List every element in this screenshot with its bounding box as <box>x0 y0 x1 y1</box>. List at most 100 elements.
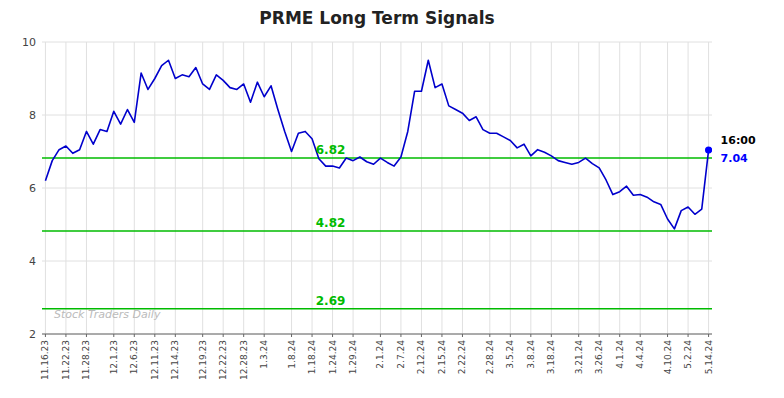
x-tick-label: 1.24.24 <box>328 340 338 375</box>
x-tick-label: 12.11.23 <box>150 340 160 380</box>
x-tick <box>291 334 292 337</box>
x-tick-label: 11.28.23 <box>81 340 91 380</box>
y-tick-label: 10 <box>22 36 36 49</box>
y-tick-label: 2 <box>29 328 36 341</box>
x-tick <box>619 334 620 337</box>
y-grid-line <box>42 115 712 116</box>
y-tick-label: 6 <box>29 182 36 195</box>
reference-label: 4.82 <box>316 216 346 230</box>
x-grid-line <box>667 42 668 334</box>
x-tick <box>599 334 600 337</box>
x-tick <box>530 334 531 337</box>
x-tick <box>708 334 709 337</box>
x-grid-line <box>510 42 511 334</box>
x-tick-label: 3.26.24 <box>594 340 604 375</box>
x-tick-label: 12.6.23 <box>129 340 139 374</box>
x-tick-label: 2.12.24 <box>416 340 426 375</box>
x-tick <box>510 334 511 337</box>
x-tick-label: 2.1.24 <box>375 340 385 369</box>
x-tick-label: 11.22.23 <box>61 340 71 380</box>
y-tick-label: 4 <box>29 255 36 268</box>
x-tick-label: 1.18.24 <box>307 340 317 375</box>
x-grid-line <box>421 42 422 334</box>
x-tick <box>312 334 313 337</box>
x-tick-label: 12.28.23 <box>239 340 249 380</box>
x-tick-label: 2.22.24 <box>457 340 467 375</box>
x-grid-line <box>332 42 333 334</box>
x-tick <box>400 334 401 337</box>
x-tick-label: 2.28.24 <box>485 340 495 375</box>
watermark: Stock Traders Daily <box>54 308 161 321</box>
x-tick <box>380 334 381 337</box>
x-grid-line <box>291 42 292 334</box>
x-tick-label: 3.5.24 <box>505 340 515 369</box>
x-tick <box>134 334 135 337</box>
chart: PRME Long Term Signals24681011.16.2311.2… <box>0 0 784 398</box>
reference-label: 2.69 <box>316 294 346 308</box>
x-grid-line <box>380 42 381 334</box>
x-grid-line <box>578 42 579 334</box>
x-grid-line <box>400 42 401 334</box>
x-tick-label: 1.3.24 <box>259 340 269 369</box>
x-grid-line <box>551 42 552 334</box>
y-grid-line <box>42 334 712 335</box>
x-tick <box>175 334 176 337</box>
x-tick-label: 3.18.24 <box>546 340 556 375</box>
x-tick-label: 1.29.24 <box>348 340 358 375</box>
x-tick <box>578 334 579 337</box>
x-tick <box>353 334 354 337</box>
x-tick-label: 12.19.23 <box>198 340 208 380</box>
x-grid-line <box>640 42 641 334</box>
plot-area <box>42 60 712 309</box>
x-tick-label: 12.1.23 <box>109 340 119 374</box>
x-grid-line <box>353 42 354 334</box>
x-grid-line <box>65 42 66 334</box>
x-grid-line <box>312 42 313 334</box>
x-grid-line <box>154 42 155 334</box>
x-tick <box>462 334 463 337</box>
reference-label: 6.82 <box>316 143 346 157</box>
x-tick <box>667 334 668 337</box>
x-tick <box>45 334 46 337</box>
x-axis-line <box>42 334 712 335</box>
x-tick-label: 3.8.24 <box>526 340 536 369</box>
y-grid-line <box>42 42 712 43</box>
x-grid-line <box>462 42 463 334</box>
price-line <box>45 60 708 229</box>
x-tick-label: 11.16.23 <box>40 340 50 380</box>
grid <box>42 42 712 334</box>
x-tick-label: 3.21.24 <box>574 340 584 375</box>
last-point-labels: 16:007.04 <box>721 134 756 165</box>
y-grid-line <box>42 261 712 262</box>
x-grid-line <box>619 42 620 334</box>
x-tick-label: 2.15.24 <box>437 340 447 375</box>
x-grid-line <box>264 42 265 334</box>
y-axis: 246810 <box>22 36 36 341</box>
x-tick-label: 5.14.24 <box>704 340 714 375</box>
x-grid-line <box>113 42 114 334</box>
x-grid-line <box>688 42 689 334</box>
last-point <box>705 146 712 153</box>
x-grid-line <box>223 42 224 334</box>
x-grid-line <box>202 42 203 334</box>
x-tick-label: 4.1.24 <box>615 340 625 369</box>
last-point-label: 7.04 <box>721 152 748 165</box>
reference-line <box>42 157 712 159</box>
x-tick <box>489 334 490 337</box>
x-tick <box>243 334 244 337</box>
x-grid-line <box>134 42 135 334</box>
x-tick-label: 4.10.24 <box>663 340 673 375</box>
x-tick-label: 2.7.24 <box>396 340 406 369</box>
x-tick <box>688 334 689 337</box>
x-tick-label: 12.22.23 <box>218 340 228 380</box>
x-tick <box>65 334 66 337</box>
x-grid-line <box>175 42 176 334</box>
x-grid-line <box>86 42 87 334</box>
x-axis: 11.16.23 11.22.23 11.28.23 12.1.23 12.6.23 12… <box>40 334 713 380</box>
x-tick <box>640 334 641 337</box>
reference-labels: 6.82 4.82 2.69 <box>316 143 346 308</box>
x-tick <box>113 334 114 337</box>
x-grid-line <box>530 42 531 334</box>
x-tick <box>441 334 442 337</box>
x-tick-label: 4.4.24 <box>635 340 645 369</box>
